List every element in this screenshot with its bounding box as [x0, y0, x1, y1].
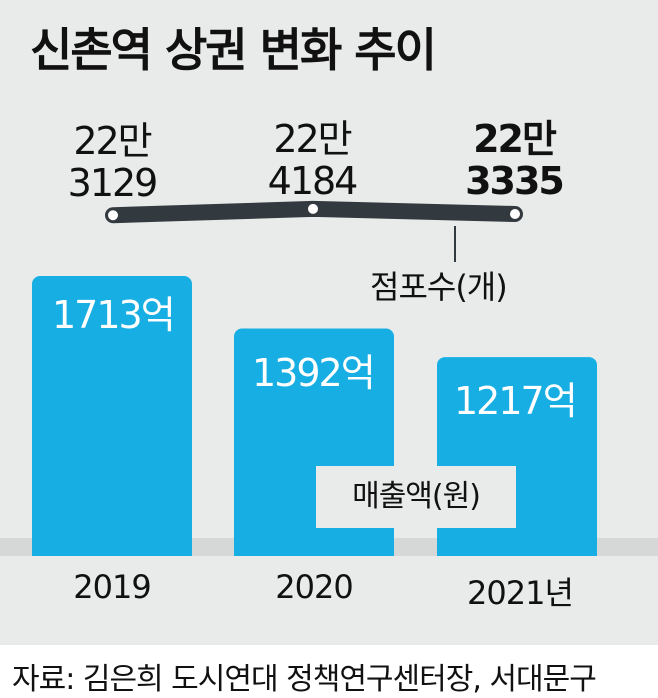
sales-legend: 매출액(원)	[316, 466, 516, 528]
sales-bar-base-2	[437, 544, 597, 556]
sales-label-2020: 1392억	[252, 351, 376, 395]
store-count-label-2019-bottom: 3129	[67, 161, 159, 205]
x-tick-2021: 2021년	[467, 574, 574, 612]
sales-label-2021: 1217억	[454, 379, 578, 423]
store-count-label-2020-top: 22만	[273, 117, 352, 161]
store-count-label-2020-bottom: 4184	[267, 159, 359, 203]
x-tick-2020: 2020	[275, 568, 353, 606]
store-count-legend: 점포수(개)	[370, 268, 508, 306]
x-tick-2019: 2019	[73, 568, 151, 606]
store-count-label-2019-top: 22만	[73, 119, 152, 163]
store-count-label-2021: 22만 3335	[424, 118, 604, 202]
store-count-label-2019: 22만 3129	[22, 120, 202, 204]
chart-title: 신촌역 상권 변화 추이	[30, 23, 437, 77]
sales-bar-base-1	[234, 544, 394, 556]
store-count-point-2	[510, 208, 520, 219]
sales-label-2019: 1713억	[52, 293, 176, 337]
sales-bar-base-0	[32, 544, 192, 556]
sales-bar-0	[32, 276, 192, 556]
source-note: 자료: 김은희 도시연대 정책연구센터장, 서대문구	[12, 662, 597, 697]
chart-area: 신촌역 상권 변화 추이 22만 3129 22만 4184 22만 3335 …	[0, 0, 658, 645]
store-count-label-2021-top: 22만	[473, 117, 557, 161]
store-count-point-1	[308, 203, 318, 214]
store-count-label-2021-bottom: 3335	[465, 159, 565, 203]
store-count-label-2020: 22만 4184	[222, 118, 402, 202]
store-count-point-0	[108, 210, 118, 221]
